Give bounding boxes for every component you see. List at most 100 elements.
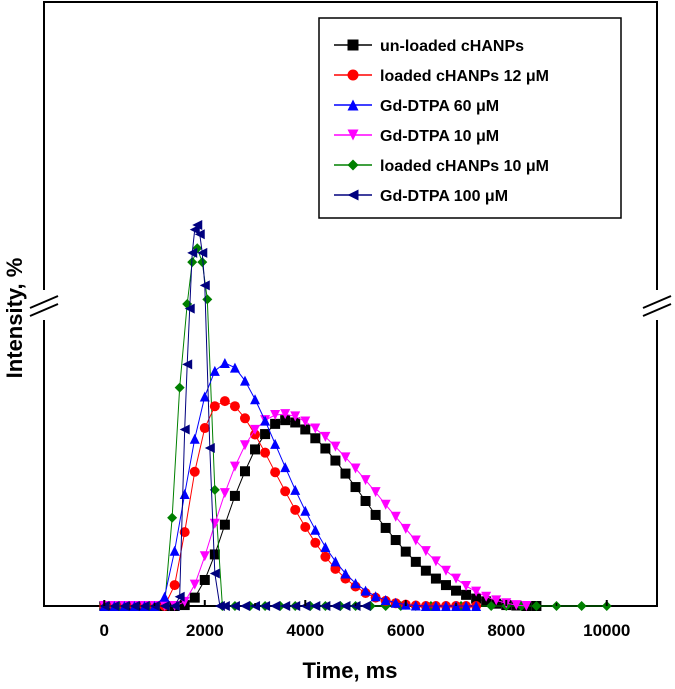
data-point: [491, 595, 502, 606]
series-line: [104, 400, 477, 607]
data-point: [370, 509, 381, 520]
data-point: [486, 601, 497, 611]
data-point: [380, 499, 391, 510]
data-point: [197, 257, 208, 268]
data-point: [320, 551, 331, 562]
data-point: [410, 600, 421, 611]
data-point: [290, 417, 301, 428]
legend-marker: [347, 99, 359, 111]
data-point: [260, 447, 271, 458]
data-point: [182, 359, 193, 370]
data-point: [380, 594, 391, 605]
data-point: [370, 487, 381, 498]
data-point: [400, 523, 411, 534]
data-point: [209, 549, 220, 560]
data-point: [310, 537, 321, 548]
data-point: [119, 601, 130, 611]
data-point: [209, 365, 220, 376]
data-point: [340, 568, 351, 579]
data-point: [511, 600, 522, 611]
legend-label: Gd-DTPA 60 μM: [380, 98, 499, 115]
data-point: [187, 247, 198, 258]
data-point: [330, 441, 341, 452]
x-tick-label: 10000: [583, 621, 630, 640]
legend: un-loaded cHANPs loaded cHANPs 12 μM Gd-DT…: [318, 17, 622, 219]
data-point: [320, 601, 331, 611]
data-point: [576, 601, 587, 611]
data-point: [250, 394, 261, 405]
data-point: [199, 574, 210, 585]
data-point: [209, 568, 220, 579]
x-tick-label: 6000: [387, 621, 425, 640]
data-point: [320, 443, 331, 454]
legend-marker: [347, 189, 359, 201]
data-point: [174, 591, 185, 602]
data-point: [430, 601, 441, 611]
data-point: [209, 401, 220, 412]
x-tick-label: 8000: [487, 621, 525, 640]
data-point: [320, 541, 331, 552]
data-point: [129, 601, 140, 611]
data-point: [320, 431, 331, 442]
data-point: [219, 519, 230, 530]
data-point: [239, 466, 250, 477]
data-point: [300, 522, 311, 533]
data-point: [197, 247, 208, 258]
data-point: [430, 573, 441, 584]
data-point: [270, 410, 281, 421]
data-point: [471, 586, 482, 597]
data-point: [219, 396, 230, 407]
data-point: [440, 580, 451, 591]
data-point: [219, 601, 230, 611]
series-line: [104, 362, 477, 607]
data-point: [109, 601, 120, 611]
data-point: [280, 486, 291, 497]
data-point: [270, 438, 281, 449]
data-point: [360, 475, 371, 486]
legend-label: loaded cHANPs 10 μM: [380, 158, 549, 175]
data-point: [169, 545, 180, 556]
series-0: [99, 415, 542, 611]
data-point: [280, 409, 291, 420]
data-point: [340, 452, 351, 463]
data-point: [360, 495, 371, 506]
data-point: [192, 220, 203, 231]
data-point: [184, 303, 195, 314]
data-point: [440, 601, 451, 611]
series-1: [99, 396, 482, 611]
x-tick-label: 2000: [186, 621, 224, 640]
y-axis-break: [29, 290, 672, 320]
data-point: [260, 429, 271, 440]
data-point: [189, 592, 200, 603]
data-point: [260, 601, 271, 611]
data-point: [521, 601, 532, 611]
data-point: [239, 375, 250, 386]
data-point: [270, 418, 281, 429]
data-point: [280, 415, 291, 426]
data-point: [531, 601, 542, 611]
data-point: [189, 466, 200, 477]
data-point: [330, 455, 341, 466]
data-point: [330, 556, 341, 567]
x-axis: 0 2000 4000 6000 8000 10000: [100, 600, 630, 640]
data-point: [390, 535, 401, 546]
data-point: [229, 362, 240, 373]
series-5: [99, 220, 371, 611]
data-point: [174, 382, 185, 393]
legend-items: un-loaded cHANPs loaded cHANPs 12 μM Gd-DT…: [334, 38, 549, 205]
data-point: [290, 504, 301, 515]
data-point: [300, 424, 311, 435]
data-point: [290, 601, 301, 611]
legend-label: Gd-DTPA 10 μM: [380, 128, 499, 145]
data-point: [219, 358, 230, 369]
data-point: [290, 411, 301, 422]
data-point: [350, 578, 361, 589]
data-point: [410, 535, 421, 546]
data-point: [430, 556, 441, 567]
data-point: [440, 565, 451, 576]
data-point: [360, 601, 371, 611]
data-point: [209, 518, 220, 529]
data-point: [139, 601, 150, 611]
axis-break-mark: [29, 303, 59, 317]
